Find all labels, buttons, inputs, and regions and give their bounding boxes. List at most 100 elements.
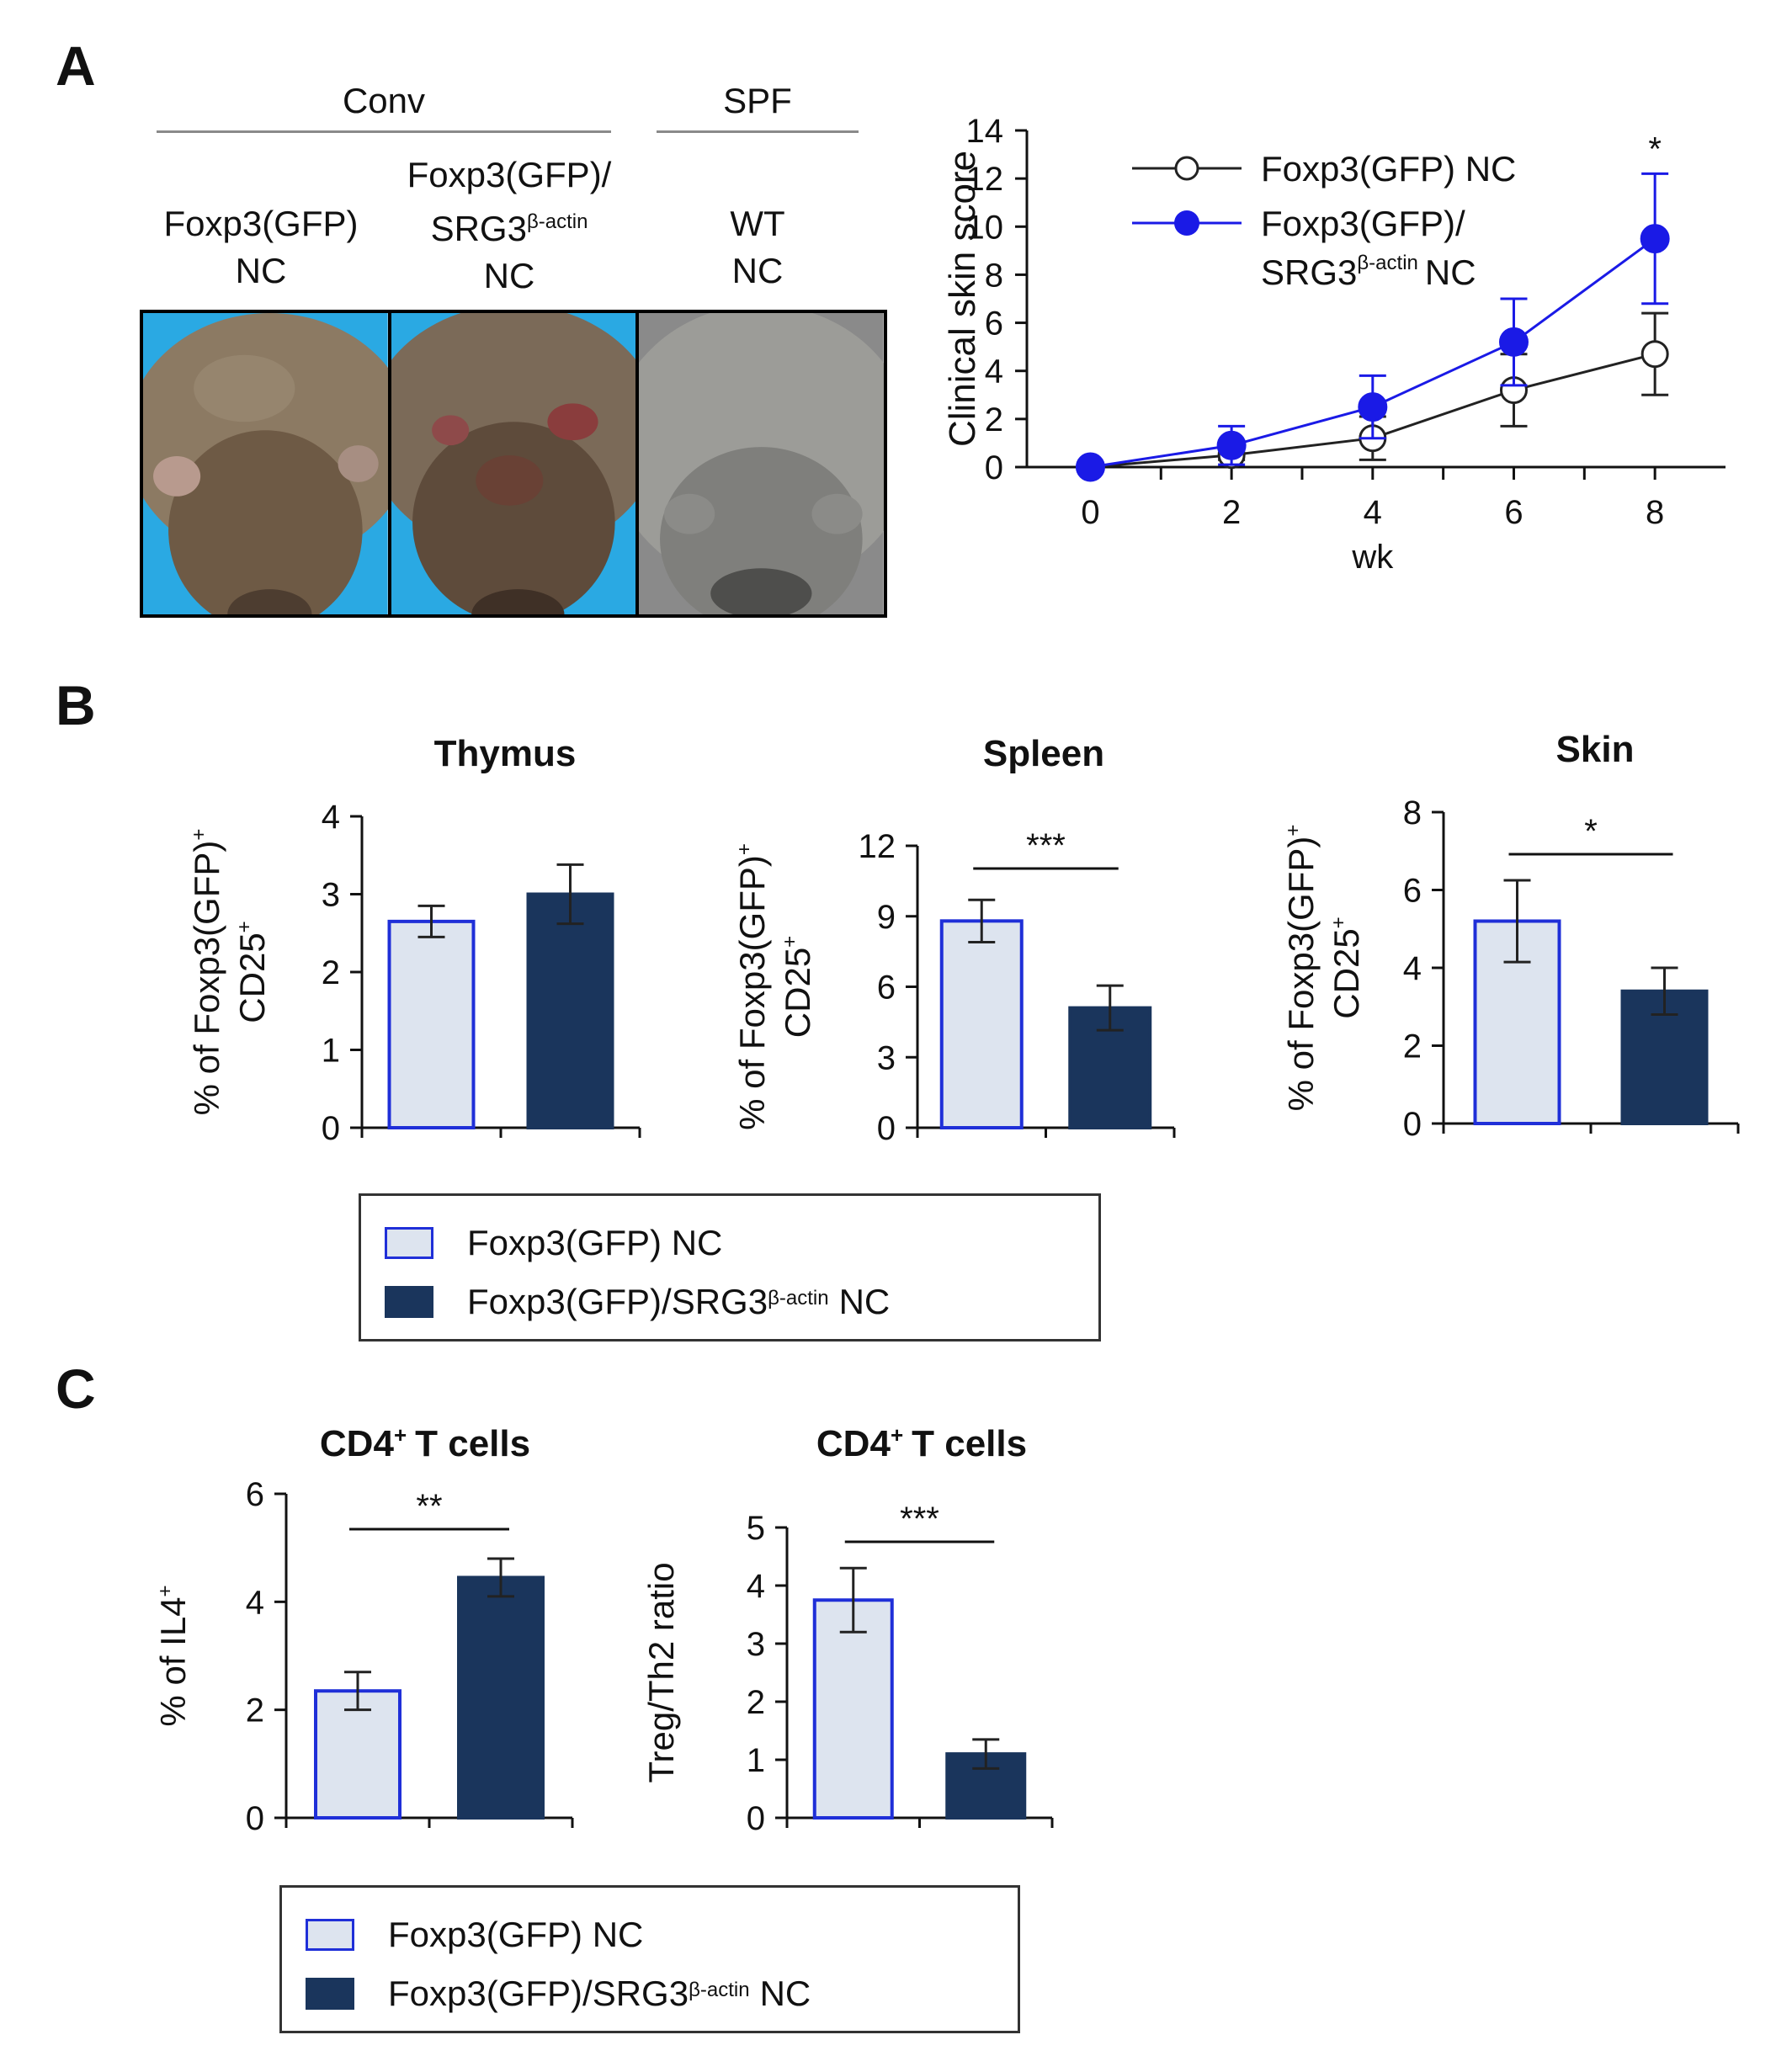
chart-il4: CD4+ T cells % of IL4+ 0 2 4 6 ** bbox=[153, 1422, 574, 1837]
legend-text-1: Foxp3(GFP) NC bbox=[1261, 149, 1516, 189]
data-point-2 bbox=[1216, 430, 1247, 460]
line-series bbox=[1075, 172, 1670, 482]
legend-text-2a: Foxp3(GFP)/ bbox=[1261, 204, 1465, 243]
y-tick-label: 0 bbox=[246, 1800, 264, 1837]
y-tick-label: 4 bbox=[322, 799, 340, 836]
legend-c-swatch-light bbox=[306, 1919, 354, 1951]
x-tick-label: 2 bbox=[1222, 494, 1241, 531]
y-axis-label: % of Foxp3(GFP)+CD25+ bbox=[732, 843, 817, 1130]
x-tick-label: 0 bbox=[1081, 494, 1099, 531]
legend-c-swatch-dark bbox=[306, 1978, 354, 2010]
y-tick-label: 4 bbox=[246, 1584, 264, 1621]
panel-label-c: C bbox=[56, 1357, 96, 1420]
bar-1 bbox=[387, 919, 476, 1129]
legend-panel-c: Foxp3(GFP) NC Foxp3(GFP)/SRG3 β-actin NC bbox=[279, 1885, 1020, 2033]
significance-label: *** bbox=[1026, 827, 1066, 864]
y-tick-label: 1 bbox=[322, 1033, 340, 1070]
data-point-2 bbox=[1358, 392, 1388, 422]
y-axis-label-text: Treg/Th2 ratio bbox=[641, 1562, 681, 1782]
y-tick-label: 8 bbox=[985, 257, 1003, 294]
chart-title: Thymus bbox=[434, 733, 577, 774]
chart-treg-th2: CD4+ T cells Treg/Th2 ratio 0 1 2 3 4 5 *** bbox=[641, 1422, 1054, 1837]
legend-marker-filled bbox=[1174, 210, 1199, 236]
y-tick-label: 0 bbox=[747, 1800, 765, 1837]
y-tick-label: 12 bbox=[966, 161, 1004, 198]
y-axis-label: % of Foxp3(GFP)+CD25+ bbox=[187, 829, 272, 1116]
y-axis-label: % of Foxp3(GFP)+CD25+ bbox=[1281, 825, 1366, 1112]
legend-c-item-1: Foxp3(GFP) NC bbox=[306, 1915, 643, 1955]
y-axis-label: Treg/Th2 ratio bbox=[641, 1562, 681, 1782]
significance-label: * bbox=[1584, 813, 1598, 850]
chart-title: Spleen bbox=[983, 733, 1104, 774]
bar-2 bbox=[457, 1575, 545, 1820]
y-tick-label: 4 bbox=[747, 1568, 765, 1605]
data-point-2 bbox=[1075, 452, 1105, 482]
y-tick-label: 6 bbox=[877, 970, 896, 1007]
legend-marker-open bbox=[1174, 156, 1199, 181]
legend-panel-b: Foxp3(GFP) NC Foxp3(GFP)/SRG3 β-actin NC bbox=[359, 1193, 1101, 1341]
significance-annotation: * bbox=[1648, 131, 1662, 168]
y-tick-label: 0 bbox=[877, 1110, 896, 1147]
mouse-photo-srg3-nc bbox=[387, 313, 636, 614]
group-rule-conv bbox=[157, 130, 611, 133]
photo-label-foxp3-nc: Foxp3(GFP) NC bbox=[163, 204, 359, 290]
y-axis-label: % of IL4+ bbox=[153, 1585, 193, 1726]
legend-b-item-1: Foxp3(GFP) NC bbox=[385, 1223, 722, 1263]
y-axis-label-line1: % of Foxp3(GFP)+ bbox=[187, 829, 226, 1116]
group-header-conv: Conv bbox=[342, 81, 426, 120]
photo-label-srg3-nc: Foxp3(GFP)/ SRG3β-actin NC bbox=[407, 155, 612, 295]
x-tick-label: 4 bbox=[1364, 494, 1382, 531]
mouse-photo-foxp3-nc bbox=[143, 313, 388, 614]
significance-label: *** bbox=[900, 1501, 939, 1538]
y-tick-label: 0 bbox=[985, 449, 1003, 486]
y-axis-label-line2: CD25+ bbox=[778, 936, 817, 1038]
panel-label-b: B bbox=[56, 674, 96, 736]
group-header-spf: SPF bbox=[723, 81, 792, 120]
legend-text-2b: SRG3β-actin NC bbox=[1261, 252, 1476, 292]
chart-title: CD4+ T cells bbox=[320, 1422, 530, 1464]
y-tick-label: 10 bbox=[966, 209, 1004, 246]
y-tick-label: 2 bbox=[322, 954, 340, 991]
legend-c-item-2: Foxp3(GFP)/SRG3 β-actin NC bbox=[306, 1974, 811, 2014]
bar-1 bbox=[939, 919, 1024, 1129]
group-rule-spf bbox=[657, 130, 859, 133]
y-tick-label: 2 bbox=[246, 1692, 264, 1729]
y-axis-label-line2: CD25+ bbox=[232, 921, 272, 1023]
y-tick-label: 0 bbox=[322, 1110, 340, 1147]
line-legend: Foxp3(GFP) NC Foxp3(GFP)/ SRG3β-actin NC bbox=[1132, 149, 1516, 292]
chart-skin: Skin % of Foxp3(GFP)+CD25+ 0 2 4 6 8 * bbox=[1281, 729, 1740, 1143]
x-tick-label: 8 bbox=[1646, 494, 1664, 531]
legend-b-swatch-dark bbox=[385, 1286, 433, 1318]
y-tick-label: 3 bbox=[322, 877, 340, 914]
y-axis-label-line1: % of Foxp3(GFP)+ bbox=[732, 843, 772, 1130]
chart-skin-score: 0 2 4 6 8 10 12 14 0 2 4 6 8 Clinical skin score wk… bbox=[942, 118, 1726, 576]
data-point-2 bbox=[1498, 327, 1529, 357]
y-tick-label: 12 bbox=[859, 828, 896, 865]
y-tick-label: 2 bbox=[747, 1684, 765, 1721]
y-tick-label: 9 bbox=[877, 899, 896, 936]
y-tick-label: 3 bbox=[877, 1039, 896, 1076]
y-tick-label: 1 bbox=[747, 1742, 765, 1779]
y-tick-label: 2 bbox=[985, 401, 1003, 438]
y-axis-label-text: % of IL4+ bbox=[153, 1585, 193, 1726]
mouse-photo-strip bbox=[140, 310, 887, 618]
legend-b-item-2: Foxp3(GFP)/SRG3 β-actin NC bbox=[385, 1282, 890, 1322]
y-axis-label-line2: CD25+ bbox=[1327, 916, 1366, 1018]
y-tick-label: 0 bbox=[1403, 1106, 1422, 1143]
chart-title: CD4+ T cells bbox=[816, 1422, 1027, 1464]
y-tick-label: 6 bbox=[246, 1476, 264, 1513]
significance-label: ** bbox=[416, 1488, 442, 1525]
legend-b-swatch-light bbox=[385, 1227, 433, 1259]
y-tick-label: 6 bbox=[1403, 873, 1422, 910]
y-tick-label: 8 bbox=[1403, 794, 1422, 831]
y-tick-label: 3 bbox=[747, 1626, 765, 1663]
photo-label-wt-nc: WT NC bbox=[730, 204, 785, 290]
y-tick-label: 2 bbox=[1403, 1028, 1422, 1065]
y-tick-label: 5 bbox=[747, 1510, 765, 1547]
panel-label-a: A bbox=[56, 35, 96, 97]
bar-1 bbox=[314, 1689, 401, 1820]
y-tick-label: 6 bbox=[985, 305, 1003, 343]
chart-spleen: Spleen % of Foxp3(GFP)+CD25+ 0 3 6 9 12 *** bbox=[732, 733, 1176, 1147]
x-ticks: 0 2 4 6 8 bbox=[1081, 467, 1664, 531]
data-point-2 bbox=[1640, 224, 1670, 254]
